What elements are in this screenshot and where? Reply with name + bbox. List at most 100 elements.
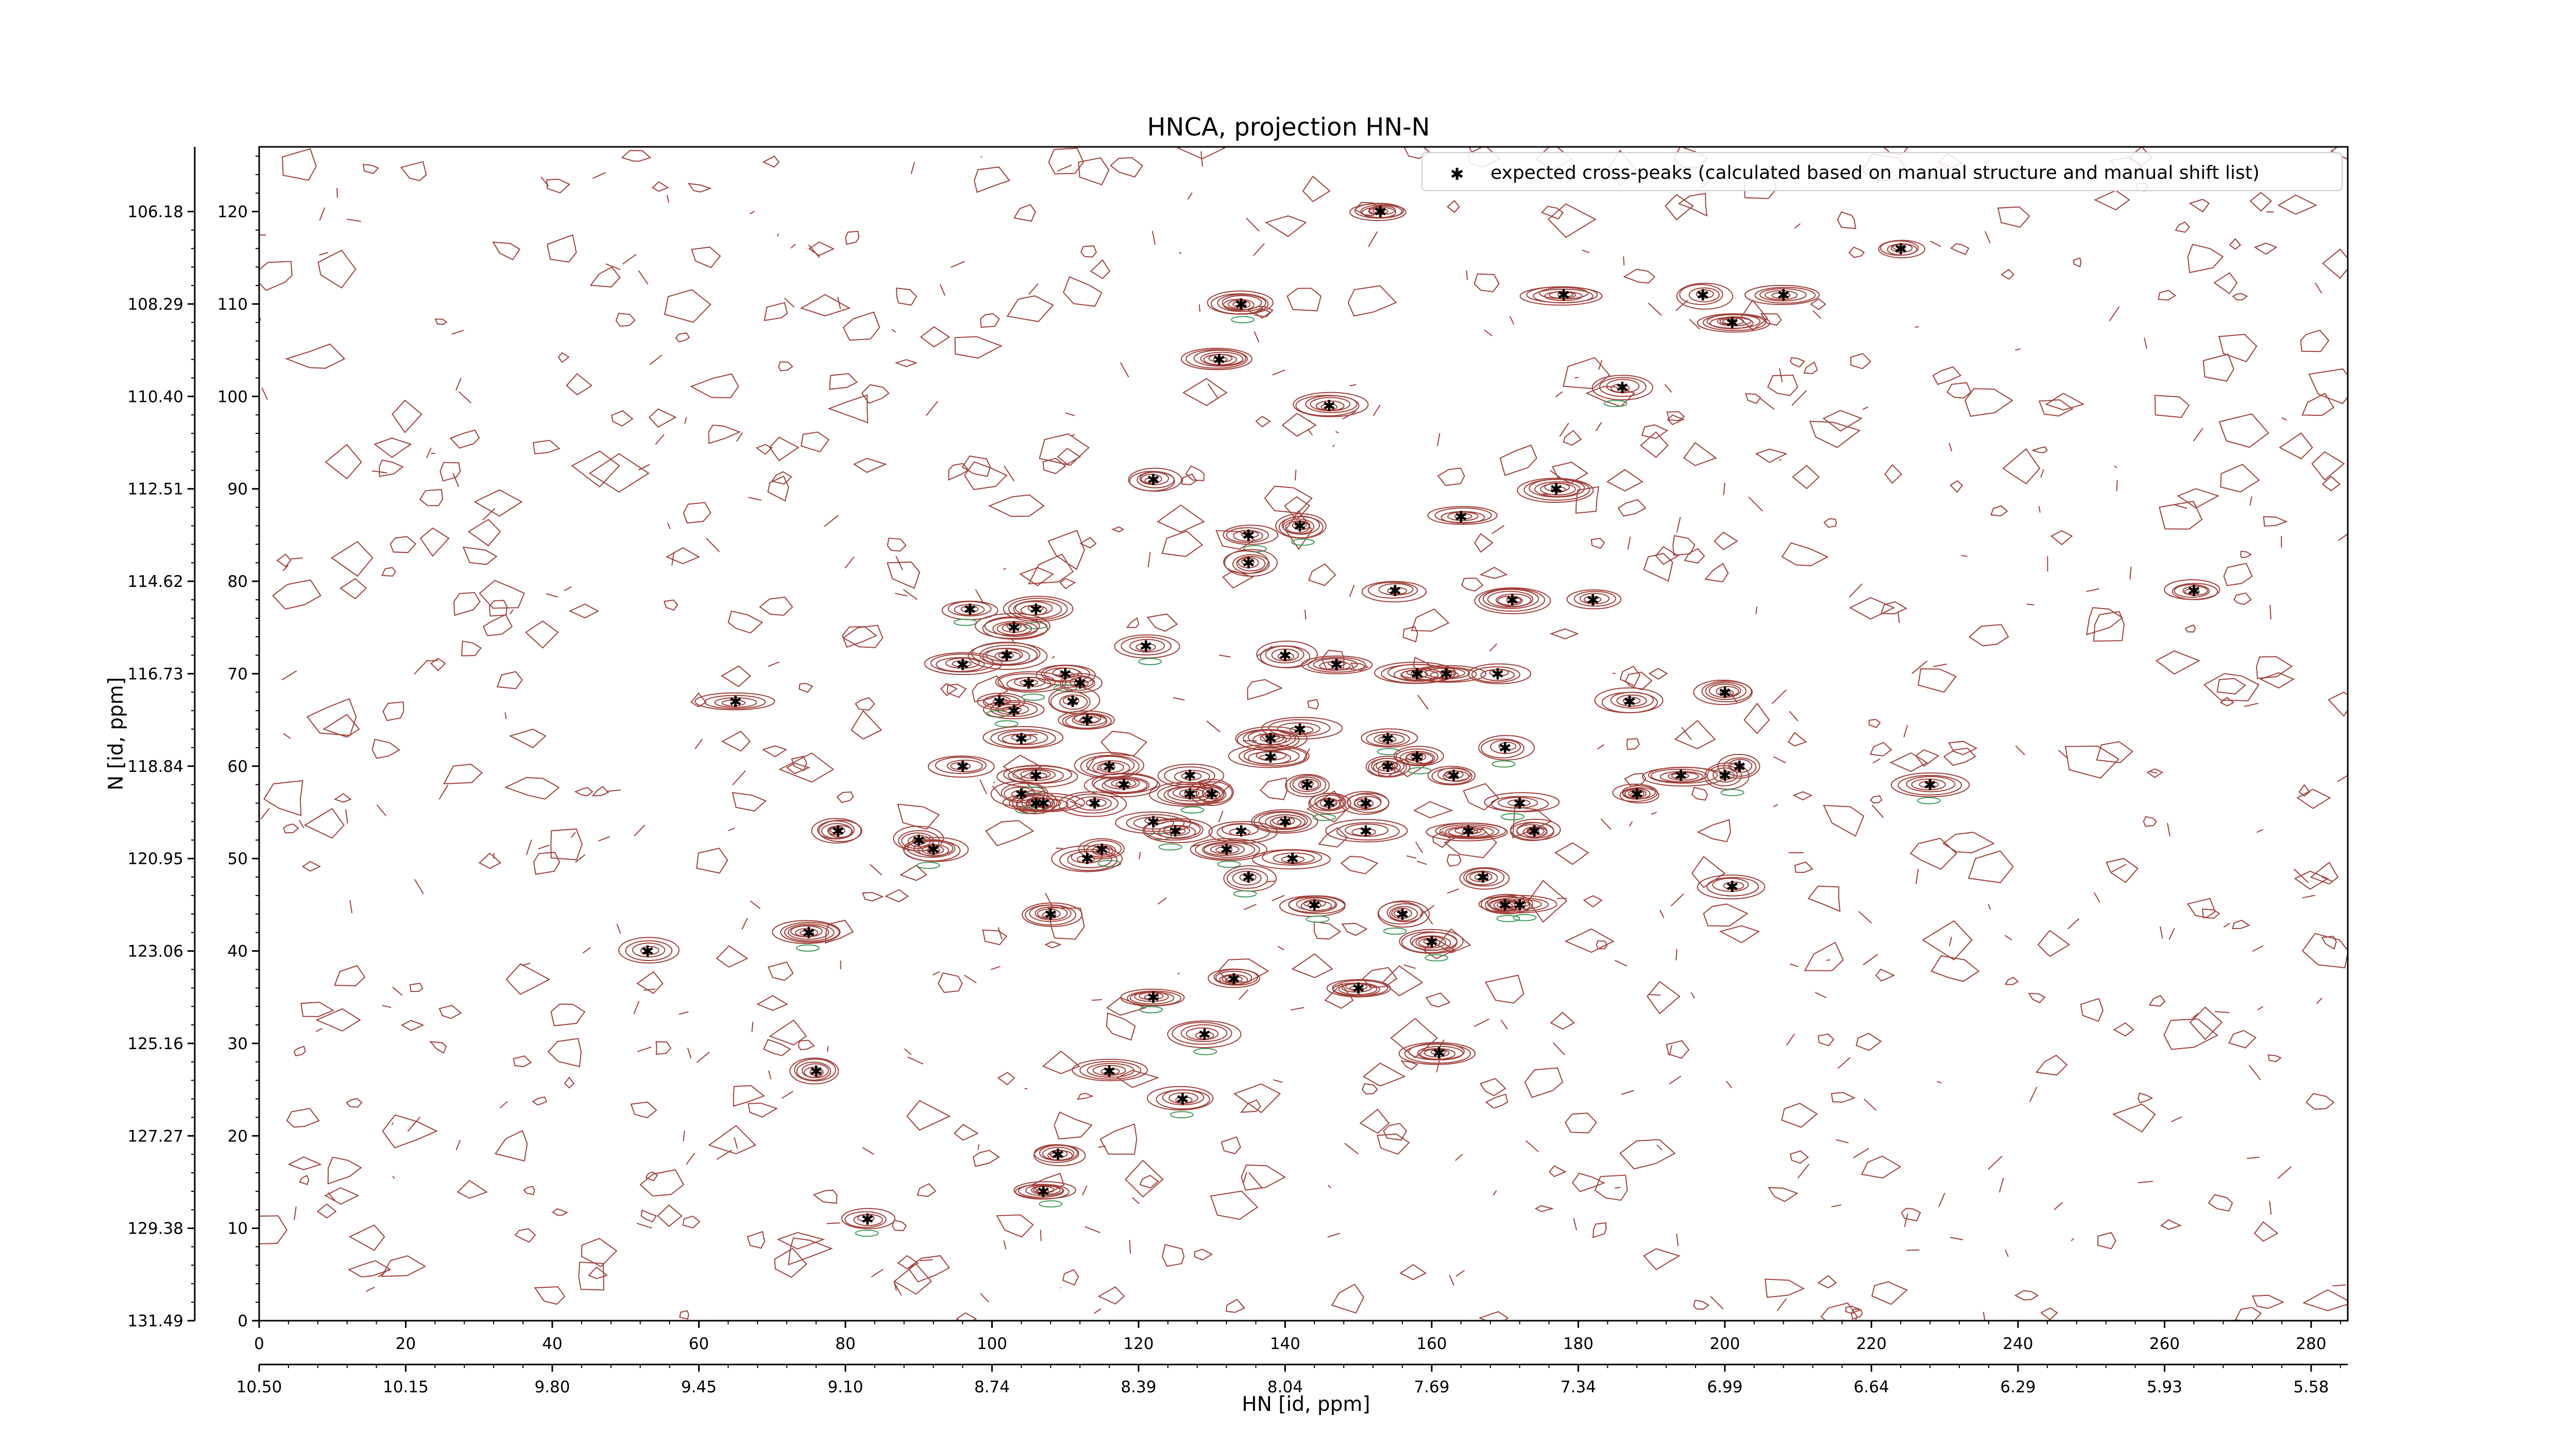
peak-contour [1500,899,1542,910]
noise-contour [996,1214,1034,1238]
noise-contour [1823,805,1865,837]
noise-contour [564,586,572,592]
noise-contour [851,710,883,740]
noise-contour [1773,756,1786,764]
noise-contour [1215,530,1256,550]
peak-contour [1142,818,1213,844]
peak-contour [1144,819,1204,841]
noise-contour [1466,270,1468,280]
peak-contour [982,695,1021,709]
cross-peak-marker: ✱ [1301,777,1314,795]
peak-contour [1624,789,1647,799]
noise-contour [1862,406,1869,410]
noise-contour [504,777,560,800]
peak-contour [1708,683,1741,698]
cross-peak-marker: ✱ [1718,684,1731,702]
noise-contour [687,1048,692,1059]
peak-contour [1239,873,1257,882]
peak-contour [1223,525,1279,545]
noise-contour [1534,1205,1554,1212]
peak-contour [1919,781,1939,788]
noise-contour [1710,1296,1724,1310]
peak-contour [996,622,1032,635]
peak-contour [1616,694,1647,707]
legend: ✱ expected cross-peaks (calculated based… [1421,152,2343,191]
noise-contour [894,1283,902,1296]
noise-contour [1093,1308,1101,1314]
noise-contour [1922,920,1973,961]
noise-contour [540,176,549,187]
noise-contour [708,1125,756,1155]
noise-contour [1670,893,1684,906]
noise-contour [2281,417,2287,421]
noise-contour [1677,193,1707,217]
noise-contour [1797,1164,1810,1179]
cross-peak-marker: ✱ [1623,693,1636,711]
x-axis-label: HN [id, ppm] [1242,1393,1370,1416]
x-ppm-tick-label: 5.93 [2147,1378,2182,1396]
noise-contour [836,791,854,803]
peak-contour [1439,670,1457,676]
noise-contour [1744,393,1761,405]
noise-contour [2114,465,2117,468]
noise-contour [1683,442,1717,466]
noise-contour [478,852,502,869]
noise-contour [1794,861,1814,873]
cross-peak-marker: ✱ [1528,822,1541,840]
peak-contour [1059,849,1118,871]
peak-contour [918,844,950,857]
noise-contour [581,1238,618,1268]
noise-contour [1872,758,1880,764]
peak-contour [2184,588,2200,595]
noise-contour [439,462,461,482]
peak-contour [1533,289,1594,304]
noise-contour [1552,1042,1565,1055]
noise-contour [1820,1302,1858,1321]
cross-peak-marker: ✱ [1227,970,1240,988]
peak-contour [1557,292,1574,297]
peak-contour [1580,593,1610,604]
noise-contour [426,447,432,459]
peak-contour [1042,912,1057,919]
noise-contour [1988,904,1991,911]
noise-contour [1455,1154,1463,1161]
peak-contour [1469,871,1493,883]
peak-contour [1717,316,1752,327]
x-ppm-tick-label: 6.64 [1854,1378,1889,1396]
noise-contour [1582,249,1590,254]
noise-contour [1964,388,2013,417]
noise-contour [776,233,779,237]
noise-contour [300,1001,334,1017]
peak-contour [1349,986,1363,991]
noise-contour [1781,542,1829,566]
noise-contour [2251,1294,2285,1309]
noise-contour [1129,1240,1131,1254]
noise-contour [1748,496,1763,512]
noise-contour [1651,812,1657,815]
peak-contour [1410,753,1423,760]
peak-contour [1430,1049,1446,1055]
noise-contour [382,701,404,721]
noise-contour [1623,268,1656,284]
noise-contour [1930,240,1941,247]
noise-contour [392,986,403,996]
noise-contour [1640,431,1669,458]
cross-peak-marker: ✱ [1323,397,1335,415]
cross-peak-marker: ✱ [2188,582,2200,600]
noise-contour [893,1282,897,1291]
peak-contour [1277,819,1291,825]
noise-contour [526,839,532,855]
y-tick-label: 70 [228,665,248,683]
noise-contour [1659,909,1665,918]
cross-peak-marker: ✱ [1183,767,1196,785]
peak-contour [1232,554,1270,574]
noise-contour [1006,295,1054,323]
noise-contour [2137,1092,2154,1104]
noise-contour [2293,868,2309,883]
peak-contour [809,1069,822,1076]
noise-contour [683,1130,685,1142]
peak-contour [1065,793,1119,814]
noise-contour [1308,419,1311,422]
cross-peak-marker: ✱ [1037,1183,1049,1201]
noise-contour [1915,749,1940,767]
